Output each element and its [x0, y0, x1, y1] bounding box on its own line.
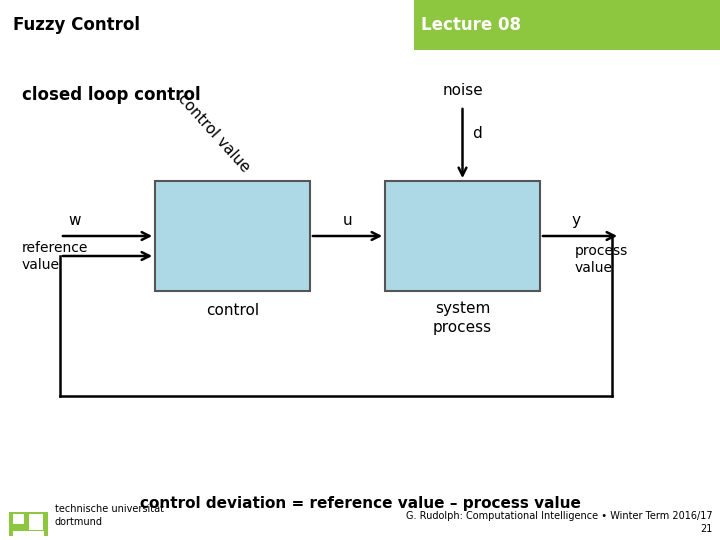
Text: y: y — [572, 213, 581, 228]
Text: u: u — [343, 213, 352, 228]
Bar — [9, 512, 48, 536]
Text: process
value: process value — [575, 244, 629, 275]
Text: reference
value: reference value — [22, 241, 89, 272]
Text: control deviation = reference value – process value: control deviation = reference value – pr… — [140, 496, 580, 511]
Text: Lecture 08: Lecture 08 — [421, 16, 521, 34]
Text: Fuzzy Control: Fuzzy Control — [13, 16, 140, 34]
Bar — [414, 0, 720, 50]
Text: technische universität
dortmund: technische universität dortmund — [55, 504, 163, 528]
Bar — [155, 181, 310, 291]
Text: w: w — [68, 213, 81, 228]
Text: control value: control value — [175, 91, 253, 175]
Text: d: d — [472, 126, 482, 141]
Text: control: control — [206, 303, 259, 318]
Bar — [29, 514, 43, 530]
Text: system
process: system process — [433, 301, 492, 335]
Text: G. Rudolph: Computational Intelligence • Winter Term 2016/17
21: G. Rudolph: Computational Intelligence •… — [406, 511, 713, 534]
Text: closed loop control: closed loop control — [22, 86, 201, 104]
Bar — [13, 514, 24, 524]
Bar — [13, 531, 44, 536]
Bar — [385, 181, 540, 291]
Text: noise: noise — [442, 83, 483, 98]
